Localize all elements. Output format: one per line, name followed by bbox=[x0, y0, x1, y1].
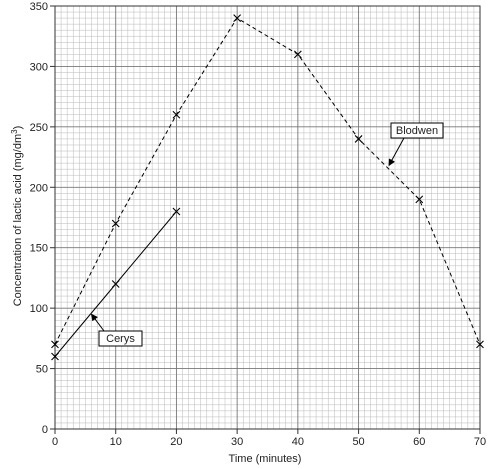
y-tick-label: 0 bbox=[42, 424, 48, 436]
blodwen-point bbox=[233, 14, 242, 22]
callouts: Cerys Blodwen bbox=[91, 122, 444, 347]
blodwen-point bbox=[476, 340, 484, 349]
x-tick-labels: 0 10 20 30 40 50 60 70 bbox=[52, 436, 486, 448]
point-mark-stroke bbox=[354, 135, 363, 143]
y-tick-label: 150 bbox=[30, 243, 48, 255]
point-mark-stroke bbox=[293, 50, 302, 59]
cerys-callout: Cerys bbox=[91, 313, 143, 347]
y-tick-label: 350 bbox=[30, 1, 48, 13]
x-tick-label: 20 bbox=[170, 436, 182, 448]
y-tick-labels: 0 50 100 150 200 250 300 350 bbox=[30, 1, 48, 436]
y-tick-label: 50 bbox=[36, 364, 48, 376]
point-mark-stroke bbox=[51, 352, 59, 361]
blodwen-point bbox=[293, 50, 302, 59]
y-tick-label: 300 bbox=[30, 61, 48, 73]
x-tick-label: 40 bbox=[292, 436, 304, 448]
y-axis-title-superscript: 3 bbox=[10, 129, 19, 134]
blodwen-line bbox=[54, 17, 481, 345]
y-tick-label: 250 bbox=[30, 122, 48, 134]
x-tick-label: 50 bbox=[352, 436, 364, 448]
point-mark-stroke bbox=[476, 340, 484, 349]
blodwen-callout: Blodwen bbox=[388, 122, 444, 167]
x-tick-label: 70 bbox=[474, 436, 486, 448]
cerys-callout-box bbox=[98, 330, 143, 347]
blodwen-callout-label: Blodwen bbox=[396, 125, 438, 137]
y-axis-title: Concentration of lactic acid (mg/dm3) bbox=[10, 126, 25, 307]
minor-grid bbox=[55, 6, 480, 429]
y-axis-title-main: Concentration of lactic acid (mg/dm bbox=[12, 134, 24, 306]
cerys-callout-label: Cerys bbox=[106, 333, 135, 345]
y-tick-label: 100 bbox=[30, 303, 48, 315]
cerys-point bbox=[172, 207, 181, 216]
x-tick-label: 60 bbox=[413, 436, 425, 448]
blodwen-callout-box bbox=[390, 122, 444, 139]
point-mark-stroke bbox=[51, 340, 59, 349]
y-axis-title-close: ) bbox=[12, 126, 24, 130]
x-axis-title: Time (minutes) bbox=[229, 453, 302, 465]
point-mark-stroke bbox=[172, 110, 181, 119]
cerys-point bbox=[111, 280, 120, 288]
plot-frame bbox=[54, 5, 481, 430]
series-layer bbox=[51, 14, 484, 361]
x-tick-label: 0 bbox=[52, 436, 58, 448]
blodwen-point bbox=[415, 195, 424, 204]
blodwen-callout-arrow bbox=[388, 137, 405, 167]
point-mark-stroke bbox=[111, 280, 120, 288]
point-mark-stroke bbox=[172, 207, 181, 216]
blodwen-point bbox=[111, 219, 120, 228]
cerys-point bbox=[51, 352, 59, 361]
x-tick-label: 10 bbox=[110, 436, 122, 448]
axes bbox=[50, 5, 481, 434]
point-mark-stroke bbox=[233, 14, 242, 22]
blodwen-point bbox=[172, 110, 181, 119]
x-tick-label: 30 bbox=[231, 436, 243, 448]
blodwen-point bbox=[354, 135, 363, 143]
y-tick-label: 200 bbox=[30, 182, 48, 194]
cerys-callout-arrow bbox=[91, 313, 105, 332]
point-mark-stroke bbox=[111, 219, 120, 228]
point-mark-stroke bbox=[415, 195, 424, 204]
blodwen-point bbox=[51, 340, 59, 349]
